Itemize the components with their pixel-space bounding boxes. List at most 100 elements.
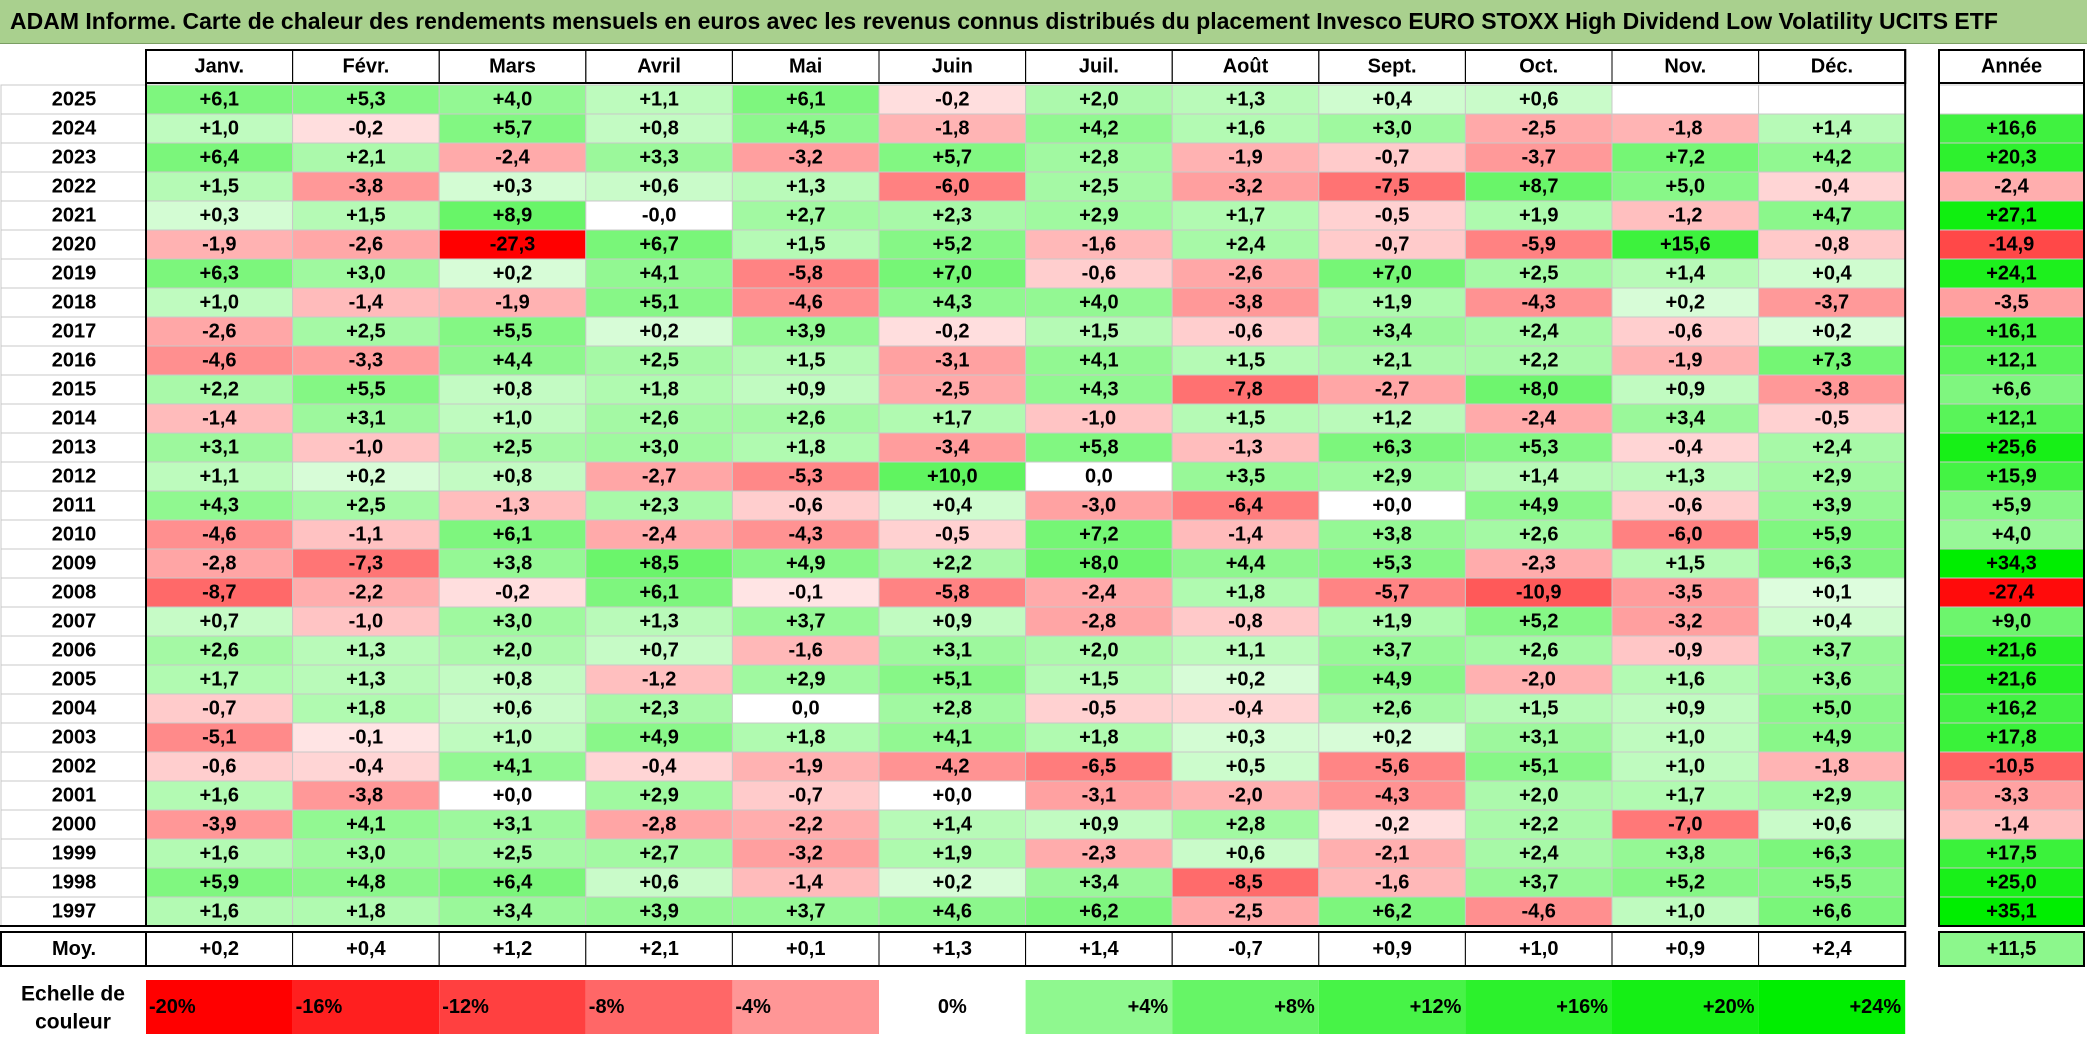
year-cell — [0, 461, 147, 492]
heatmap-cell-value: +1,8 — [1079, 727, 1118, 749]
heatmap-cell — [1611, 84, 1760, 115]
heatmap-cell-value: +1,6 — [1226, 118, 1265, 140]
heatmap-cell-value: -1,4 — [788, 872, 823, 894]
scale-swatch — [1318, 980, 1466, 1034]
annual-cell — [1938, 548, 2085, 579]
heatmap-cell-value: -0,6 — [202, 756, 236, 778]
heatmap-cell-value: -3,5 — [1668, 582, 1702, 604]
heatmap-cell-value: +6,2 — [1079, 901, 1118, 923]
heatmap-cell-value: +7,2 — [1079, 524, 1118, 546]
heatmap-cell — [1171, 751, 1320, 782]
year-label: 2012 — [52, 466, 97, 488]
heatmap-cell-value: +1,3 — [1666, 466, 1705, 488]
annual-grid-border — [1938, 49, 2085, 927]
heatmap-cell-value: -0,6 — [1668, 321, 1702, 343]
heatmap-cell-value: +1,8 — [346, 698, 385, 720]
year-label: 2011 — [52, 495, 95, 517]
heatmap-cell — [878, 780, 1027, 811]
heatmap-cell-value: +4,9 — [1372, 669, 1411, 691]
heatmap-cell-value: +2,8 — [1226, 814, 1265, 836]
heatmap-cell-value: -2,8 — [642, 814, 676, 836]
year-label: 2014 — [52, 408, 97, 430]
heatmap-cell-value: -0,5 — [935, 524, 969, 546]
heatmap-cell — [145, 867, 294, 898]
heatmap-cell-value: -0,4 — [1668, 437, 1703, 459]
heatmap-cell — [1464, 896, 1613, 927]
heatmap-cell — [1464, 780, 1613, 811]
year-label: 2006 — [52, 640, 97, 662]
heatmap-cell-value: +0,9 — [933, 611, 972, 633]
heatmap-cell-value: +1,4 — [1666, 263, 1706, 285]
heatmap-cell — [1464, 374, 1613, 405]
heatmap-cell — [585, 171, 733, 202]
heatmap-cell-value: -0,7 — [1375, 147, 1409, 169]
heatmap-cell-value: -1,8 — [935, 118, 969, 140]
heatmap-cell-value: -0,5 — [1082, 698, 1116, 720]
heatmap-cell-value: +15,6 — [1660, 234, 1711, 256]
annual-cell-value: +17,8 — [1986, 727, 2037, 749]
heatmap-cell — [1171, 780, 1320, 811]
heatmap-cell-value: +1,5 — [346, 205, 385, 227]
month-header-label: Mars — [489, 56, 536, 78]
heatmap-cell — [1464, 751, 1613, 782]
heatmap-cell-value: +2,4 — [1812, 437, 1852, 459]
scale-swatch-label: -16% — [296, 996, 343, 1018]
heatmap-cell-value: +6,3 — [1812, 843, 1851, 865]
heatmap-cell — [1758, 287, 1906, 318]
heatmap-cell-value: +5,1 — [1519, 756, 1558, 778]
heatmap-cell-value: +3,0 — [1372, 118, 1411, 140]
average-cell-value: +0,9 — [1372, 938, 1411, 960]
heatmap-cell-value: +1,7 — [200, 669, 239, 691]
heatmap-cell — [1318, 258, 1466, 289]
heatmap-cell-value: +1,0 — [1666, 756, 1705, 778]
heatmap-cell-value: +0,9 — [1666, 698, 1705, 720]
heatmap-cell-value: +2,0 — [1079, 640, 1118, 662]
heatmap-cell-value: +1,5 — [1226, 350, 1265, 372]
heatmap-cell-value: +0,2 — [1812, 321, 1851, 343]
heatmap-cell-value: +4,9 — [786, 553, 825, 575]
heatmap-cell-value: -1,0 — [1082, 408, 1116, 430]
heatmap-cell — [1611, 258, 1760, 289]
heatmap-cell-value: +3,1 — [493, 814, 532, 836]
heatmap-cell-value: +1,3 — [639, 611, 678, 633]
heatmap-cell — [438, 751, 587, 782]
heatmap-cell-value: -0,1 — [349, 727, 383, 749]
heatmap-cell-value: -0,5 — [1375, 205, 1409, 227]
annual-cell-value: +5,9 — [1992, 495, 2031, 517]
heatmap-cell-value: -0,6 — [788, 495, 822, 517]
heatmap-cell — [292, 84, 440, 115]
heatmap-cell — [1318, 693, 1466, 724]
heatmap-cell-value: -3,8 — [1228, 292, 1262, 314]
heatmap-cell-value: +1,3 — [346, 640, 385, 662]
year-cell — [0, 316, 147, 347]
heatmap-cell — [1758, 780, 1906, 811]
heatmap-cell-value: +3,0 — [346, 263, 385, 285]
heatmap-cell-value: +2,9 — [1812, 466, 1851, 488]
heatmap-cell-value: -8,5 — [1228, 872, 1262, 894]
heatmap-cell — [1611, 722, 1760, 753]
heatmap-cell — [1611, 867, 1760, 898]
year-cell — [0, 258, 147, 289]
scale-swatch — [1025, 980, 1173, 1034]
heatmap-cell — [292, 287, 440, 318]
heatmap-cell-value: +4,3 — [200, 495, 239, 517]
heatmap-cell — [1758, 635, 1906, 666]
heatmap-cell-value: -0,4 — [1815, 176, 1850, 198]
heatmap-cell — [1318, 229, 1466, 260]
annual-cell — [1938, 84, 2085, 115]
heatmap-cell-value: -2,7 — [1375, 379, 1409, 401]
heatmap-cell — [878, 316, 1027, 347]
average-cell-value: +2,1 — [639, 938, 678, 960]
heatmap-cell-value: -1,8 — [1668, 118, 1702, 140]
heatmap-cell — [292, 809, 440, 840]
heatmap-cell — [1171, 287, 1320, 318]
heatmap-cell-value: +0,7 — [200, 611, 239, 633]
heatmap-cell-value: -2,2 — [788, 814, 822, 836]
heatmap-cell-value: -1,9 — [1668, 350, 1702, 372]
heatmap-cell — [585, 606, 733, 637]
year-label: 2015 — [52, 379, 97, 401]
heatmap-cell — [1025, 258, 1173, 289]
heatmap-cell-value: -6,5 — [1082, 756, 1116, 778]
annual-cell-value: +15,9 — [1986, 466, 2037, 488]
heatmap-cell-value: +2,4 — [1226, 234, 1266, 256]
